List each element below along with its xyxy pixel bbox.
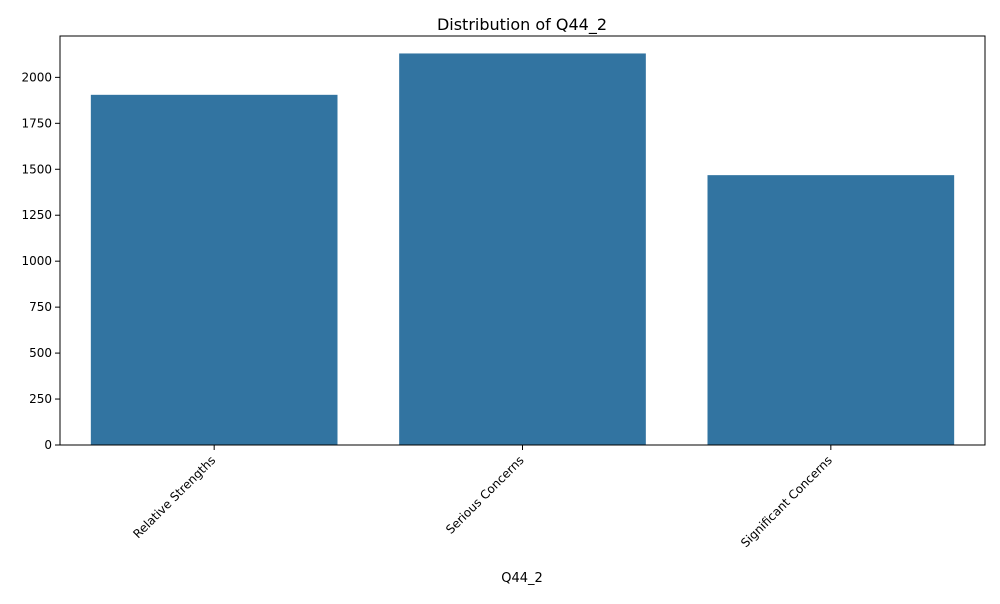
x-axis-label: Q44_2 [501, 571, 543, 586]
y-tick-label-2: 500 [29, 346, 52, 360]
bars-group [90, 53, 955, 445]
y-tick-label-8: 2000 [21, 70, 52, 84]
y-tick-label-4: 1000 [21, 254, 52, 268]
bar-2 [707, 175, 955, 445]
bar-0 [90, 94, 338, 445]
x-tick-label-0: Relative Strengths [130, 453, 218, 541]
y-tick-label-6: 1500 [21, 162, 52, 176]
bar-1 [399, 53, 646, 445]
x-tick-label-2: Significant Concerns [738, 453, 835, 550]
chart-title: Distribution of Q44_2 [437, 15, 607, 35]
y-tick-label-7: 1750 [21, 116, 52, 130]
plot-frame [59, 35, 986, 446]
y-tick-label-5: 1250 [21, 208, 52, 222]
y-axis: 0 250 500 750 1000 1250 1500 1750 2000 [21, 70, 60, 452]
x-tick-label-1: Serious Concerns [443, 453, 527, 537]
x-axis: Relative Strengths Serious Concerns Signif… [130, 445, 835, 550]
y-tick-label-3: 750 [29, 300, 52, 314]
y-tick-label-0: 0 [44, 438, 52, 452]
y-tick-label-1: 250 [29, 392, 52, 406]
